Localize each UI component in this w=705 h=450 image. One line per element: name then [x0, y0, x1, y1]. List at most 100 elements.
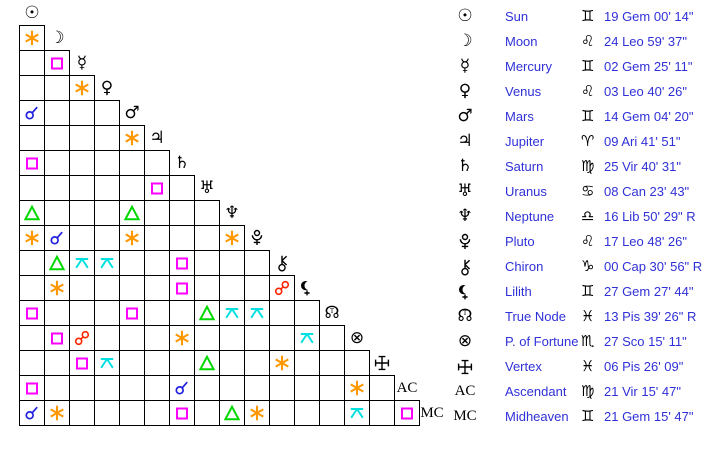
- aspect-cell-moon-neptune: [44, 200, 70, 226]
- planet-row-ascendant: AC Ascendant ♍ 21 Vir 15' 47": [440, 379, 702, 404]
- aspect-cell-mercury-neptune: [69, 200, 95, 226]
- planet-name-mars[interactable]: Mars: [505, 109, 534, 124]
- aspect-cell-saturn-chiron: [169, 250, 195, 276]
- saturn-icon: ♄: [174, 152, 190, 173]
- aspect-cell-moon-chiron: [44, 250, 70, 276]
- aspect-cell-uranus-lilith: [194, 275, 220, 301]
- zodiac-sign-icon: ♍: [581, 157, 595, 175]
- aspect-cell-mercury-jupiter: [69, 125, 95, 151]
- aspect-cell-venus-jupiter: [94, 125, 120, 151]
- zodiac-sign-icon: ♊: [581, 107, 595, 125]
- planet-row-truenode: ☊ T True Node ♓ 13 Pis 39' 26" R: [440, 304, 702, 329]
- grid-planet-glyph-sun: ☉: [19, 0, 45, 26]
- aspect-cell-jupiter-ascendant: [144, 375, 170, 401]
- planet-position-venus: 03 Leo 40' 26": [604, 84, 688, 99]
- grid-row-ascendant: AC: [19, 375, 445, 401]
- grid-planet-glyph-mercury: ☿: [69, 50, 95, 76]
- zodiac-sign-icon: ♊: [581, 282, 595, 300]
- sextile-aspect-icon: [50, 280, 64, 296]
- planet-name-pluto[interactable]: Pluto: [505, 234, 535, 249]
- quincunx-aspect-icon: [225, 308, 239, 319]
- jupiter-icon: ♃: [149, 127, 165, 148]
- planet-position-truenode: 13 Pis 39' 26" R: [604, 309, 697, 324]
- planet-name-fortune[interactable]: P. of Fortune: [505, 334, 579, 349]
- aspect-cell-sun-ascendant: [19, 375, 45, 401]
- aspect-cell-jupiter-truenode: [144, 300, 170, 326]
- planet-name-uranus[interactable]: Uranus: [505, 184, 547, 199]
- planet-name-moon[interactable]: Moon: [505, 34, 538, 49]
- midheaven-label: MC: [420, 404, 444, 421]
- sextile-aspect-icon: [175, 330, 189, 346]
- planet-name-vertex[interactable]: Vertex: [505, 359, 542, 374]
- planet-row-mars: ♂ Mars ♊ 14 Gem 04' 20": [440, 104, 702, 129]
- planet-row-mercury: ☿ Mercury ♊ 02 Gem 25' 11": [440, 54, 702, 79]
- planet-name-mercury[interactable]: Mercury: [505, 59, 552, 74]
- aspect-cell-truenode-ascendant: [319, 375, 345, 401]
- planet-position-midheaven: 21 Gem 15' 47": [604, 409, 694, 424]
- trine-aspect-icon: [198, 304, 216, 321]
- grid-planet-glyph-jupiter: ♃: [144, 125, 170, 151]
- planet-name-sun[interactable]: Sun: [505, 9, 529, 24]
- aspect-cell-moon-midheaven: [44, 400, 70, 426]
- square-aspect-icon: [401, 407, 413, 420]
- aspect-cell-mars-midheaven: [119, 400, 145, 426]
- grid-planet-glyph-pluto: [244, 225, 270, 251]
- planet-name-ascendant[interactable]: Ascendant: [505, 384, 567, 399]
- trine-aspect-icon: [198, 354, 216, 371]
- aspect-cell-moon-fortune: [44, 325, 70, 351]
- planet-name-jupiter[interactable]: Jupiter: [505, 134, 545, 149]
- opposition-aspect-icon: [274, 280, 290, 296]
- grid-row-venus: ♀: [19, 75, 445, 101]
- aspect-cell-venus-uranus: [94, 175, 120, 201]
- aspect-cell-pluto-chiron: [244, 250, 270, 276]
- planet-name-saturn[interactable]: Saturn: [505, 159, 544, 174]
- aspect-cell-uranus-chiron: [194, 250, 220, 276]
- sun-icon: ☉: [457, 6, 473, 26]
- venus-icon: ♀: [458, 81, 472, 101]
- neptune-icon: ♆: [457, 206, 473, 226]
- aspect-cell-uranus-ascendant: [194, 375, 220, 401]
- aspect-cell-sun-jupiter: [19, 125, 45, 151]
- planet-glyph-cell-midheaven: MC: [440, 409, 490, 424]
- planet-position-uranus: 08 Can 23' 43": [604, 184, 690, 199]
- zodiac-sign-icon: ♌: [581, 82, 595, 100]
- aspect-cell-sun-midheaven: [19, 400, 45, 426]
- aspect-cell-mars-neptune: [119, 200, 145, 226]
- aspect-cell-venus-mars: [94, 100, 120, 126]
- planet-name-truenode[interactable]: True Node: [505, 309, 566, 324]
- pluto-icon: [459, 233, 471, 249]
- planet-name-midheaven[interactable]: Midheaven: [505, 409, 569, 424]
- pluto-icon: [251, 229, 263, 245]
- square-aspect-icon: [51, 332, 63, 345]
- square-aspect-icon: [26, 382, 38, 395]
- aspect-cell-sun-neptune: [19, 200, 45, 226]
- aspect-cell-pluto-lilith: [244, 275, 270, 301]
- aspect-cell-mercury-truenode: [69, 300, 95, 326]
- aspect-cell-mercury-lilith: [69, 275, 95, 301]
- zodiac-sign-icon: ♋: [581, 182, 595, 200]
- planet-row-midheaven: MC Midheaven ♊ 21 Gem 15' 47": [440, 404, 702, 429]
- grid-row-saturn: ♄: [19, 150, 445, 176]
- quincunx-aspect-icon: [100, 358, 114, 369]
- zodiac-sign-icon: ♈: [581, 132, 595, 150]
- sextile-aspect-icon: [350, 380, 364, 396]
- planet-name-chiron[interactable]: Chiron: [505, 259, 544, 274]
- grid-row-uranus: ♅: [19, 175, 445, 201]
- grid-row-lilith: [19, 275, 445, 301]
- aspect-cell-moon-saturn: [44, 150, 70, 176]
- planet-glyph-cell-saturn: ♄: [440, 158, 490, 175]
- planet-name-venus[interactable]: Venus: [505, 84, 542, 99]
- aspect-cell-jupiter-vertex: [144, 350, 170, 376]
- aspect-cell-mars-uranus: [119, 175, 145, 201]
- zodiac-sign-icon: ♎: [581, 207, 595, 225]
- grid-row-fortune: ⊗: [19, 325, 445, 351]
- grid-row-mars: ♂: [19, 100, 445, 126]
- grid-planet-glyph-uranus: ♅: [194, 175, 220, 201]
- aspect-cell-chiron-lilith: [269, 275, 295, 301]
- planet-name-lilith[interactable]: Lilith: [505, 284, 532, 299]
- grid-row-pluto: [19, 225, 445, 251]
- mercury-icon: ☿: [459, 56, 471, 76]
- square-aspect-icon: [26, 307, 38, 320]
- aspect-cell-venus-chiron: [94, 250, 120, 276]
- planet-name-neptune[interactable]: Neptune: [505, 209, 555, 224]
